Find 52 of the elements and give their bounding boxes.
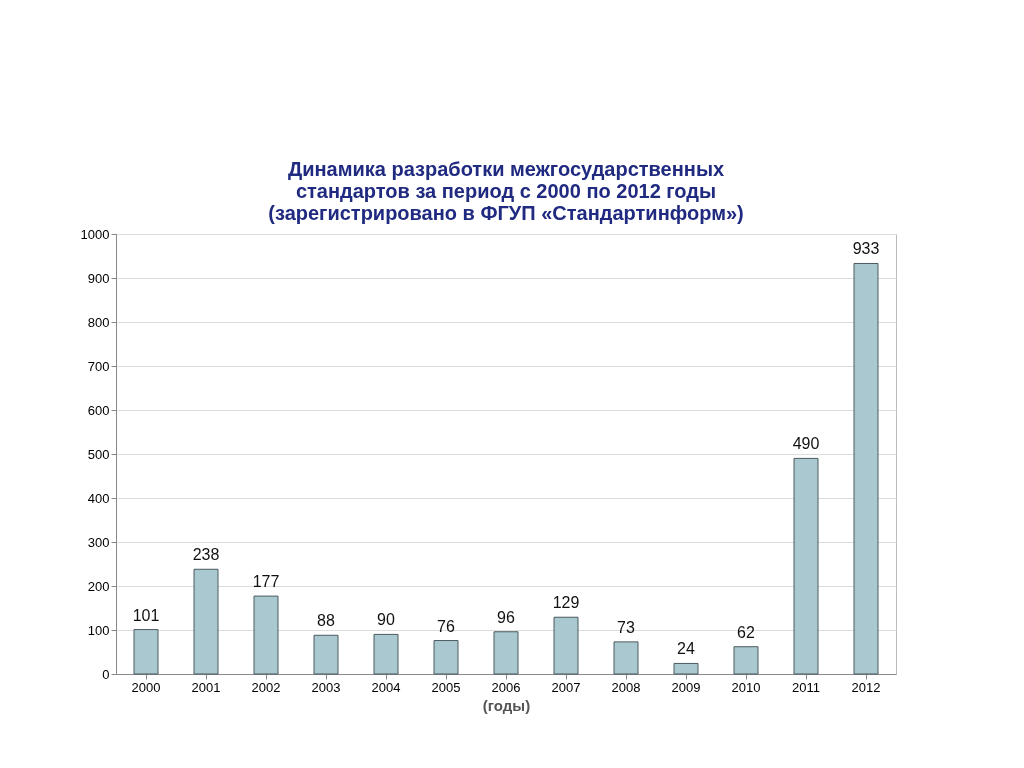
x-tick-label: 2001 [191,679,221,695]
x-tick-label: 2011 [792,679,820,695]
x-tick-label: 2007 [551,679,581,695]
bar [133,629,159,675]
bar [613,641,639,675]
data-label: 177 [252,573,280,591]
y-tick-label: 100 [87,622,110,638]
y-tick-label: 800 [87,314,110,330]
data-label: 129 [552,594,580,612]
data-label: 90 [377,611,395,629]
x-tick-label: 2006 [491,679,521,695]
y-tick-label: 500 [87,446,110,462]
y-tick-label: 300 [87,534,110,550]
bar [313,634,339,675]
chart-title: Динамика разработки межгосударственных стандартов за период с 2000 по 2012 годы (зарегистрировано в ФГУП «Стандартинформ») [268,158,744,224]
y-tick-label: 900 [87,270,110,286]
y-tick-label: 200 [87,578,110,594]
x-axis-title: (годы) [482,696,531,714]
data-label: 24 [677,640,695,658]
data-label: 62 [737,623,755,641]
bar [793,457,819,675]
data-label: 73 [617,618,635,636]
x-tick-label: 2009 [671,679,701,695]
data-label: 490 [792,435,820,453]
x-tick-label: 2012 [851,679,881,695]
x-tick-label: 2004 [371,679,401,695]
bar [493,631,519,675]
y-tick-label: 400 [87,490,110,506]
bar [553,616,579,675]
bar [253,595,279,675]
bar [373,633,399,675]
x-tick-label: 2008 [611,679,641,695]
data-label: 88 [317,612,335,630]
data-label: 933 [852,240,880,258]
y-tick-label: 0 [102,666,110,682]
bar [853,262,879,675]
bar [193,568,219,675]
bar [433,640,459,675]
bar [673,662,699,675]
data-label: 76 [437,617,455,635]
x-tick-label: 2002 [251,679,281,695]
y-tick-label: 1000 [80,226,110,242]
x-tick-label: 2010 [731,679,761,695]
data-label: 101 [132,606,160,624]
x-tick-label: 2003 [311,679,341,695]
data-label: 238 [192,546,220,564]
y-tick-label: 700 [87,358,110,374]
x-tick-label: 2000 [131,679,161,695]
y-tick-label: 600 [87,402,110,418]
data-label: 96 [497,608,515,626]
bar [733,646,759,675]
x-tick-label: 2005 [431,679,461,695]
